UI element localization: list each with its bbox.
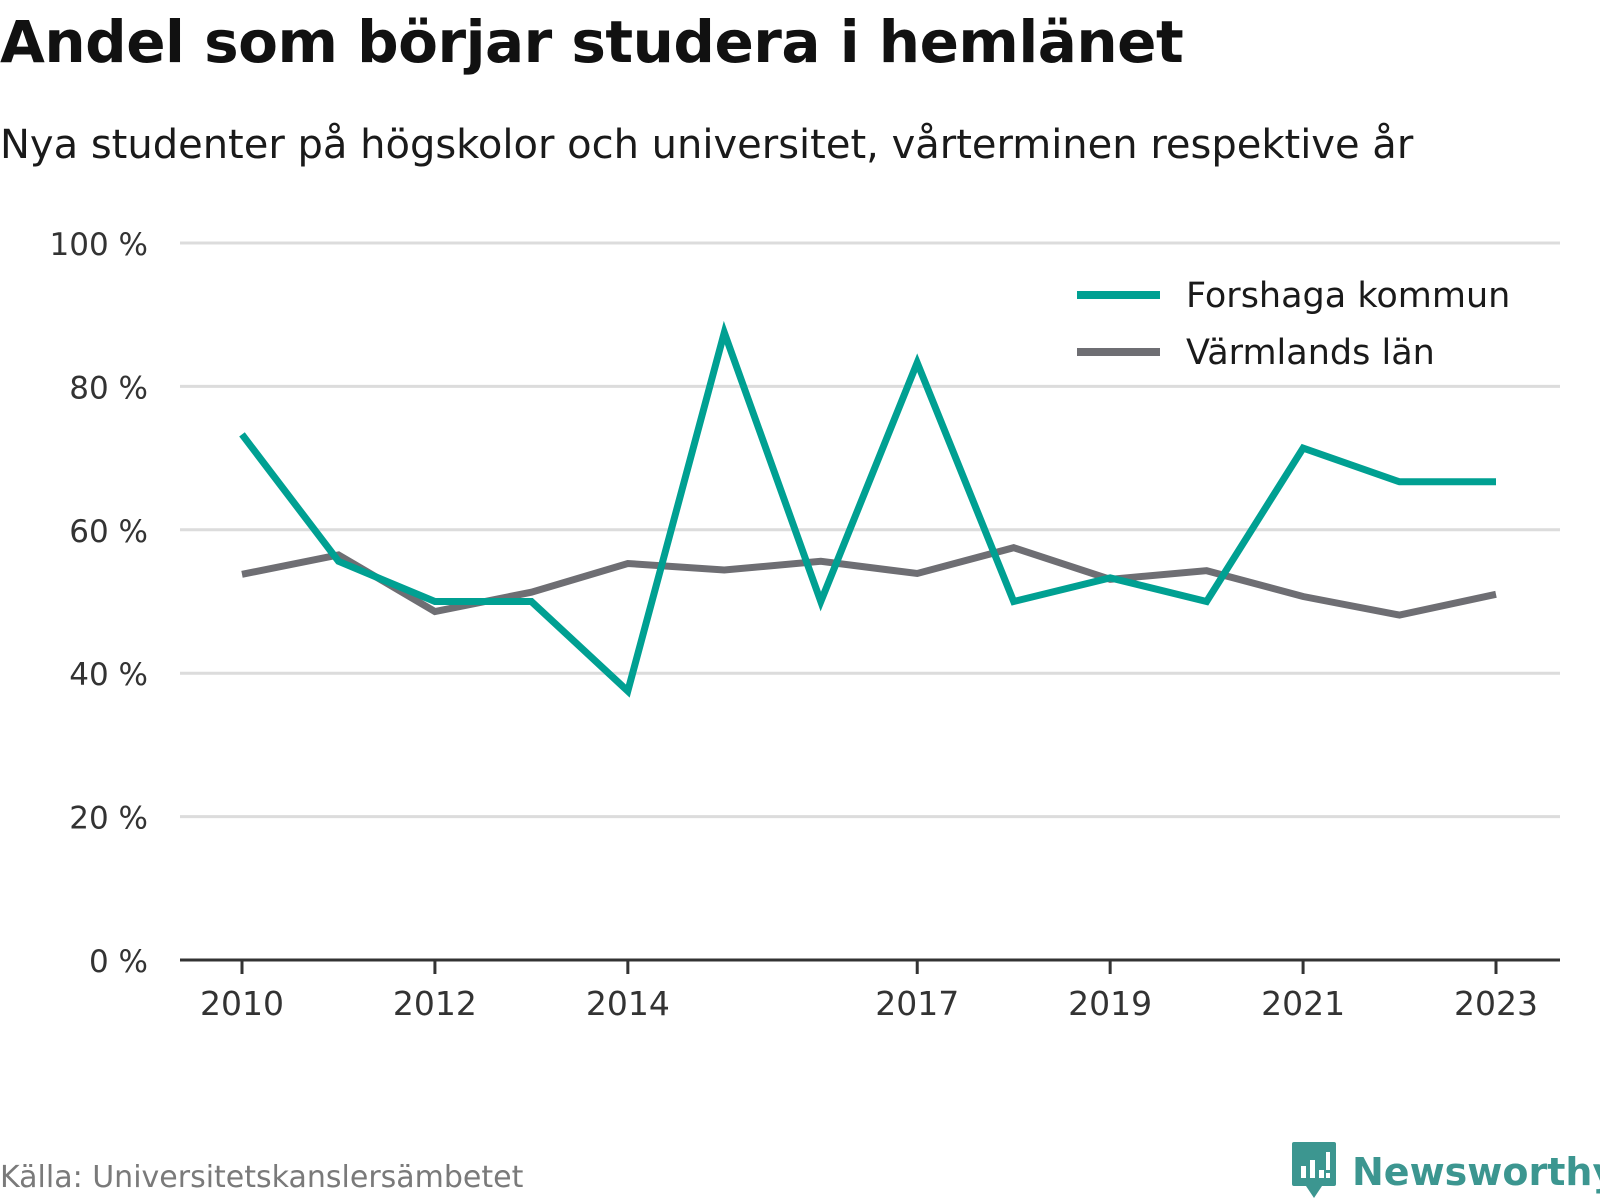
y-axis-ticks: 0 % 20 % 40 % 60 % 80 % 100 %	[50, 227, 148, 980]
chart-subtitle: Nya studenter på högskolor och universit…	[0, 122, 1414, 168]
y-tick-label: 80 %	[69, 370, 148, 406]
legend-label: Forshaga kommun	[1186, 276, 1510, 316]
series-line	[239, 320, 1496, 698]
y-tick-label: 100 %	[50, 227, 148, 263]
legend: Forshaga kommun Värmlands län	[1062, 262, 1532, 384]
brand-logo: Newsworthy	[1290, 1140, 1600, 1204]
y-tick-label: 60 %	[69, 514, 148, 550]
source-note: Källa: Universitetskanslersämbetet	[0, 1160, 524, 1195]
bar-chart-speech-bubble-icon	[1290, 1140, 1338, 1204]
x-tick-label: 2023	[1454, 984, 1538, 1023]
y-tick-label: 20 %	[69, 801, 148, 837]
y-tick-label: 0 %	[89, 944, 148, 980]
x-tick-label: 2014	[586, 984, 670, 1023]
legend-background	[1062, 262, 1532, 384]
x-tick-label: 2010	[200, 984, 284, 1023]
x-tick-label: 2012	[393, 984, 477, 1023]
x-tick-label: 2019	[1068, 984, 1152, 1023]
series-lines	[239, 320, 1497, 698]
legend-label: Värmlands län	[1186, 333, 1435, 373]
brand-name: Newsworthy	[1352, 1150, 1600, 1194]
x-axis: 2010 2012 2014 2017 2019 2021 2023	[180, 958, 1560, 1023]
x-tick-label: 2021	[1261, 984, 1345, 1023]
series-line	[241, 544, 1497, 619]
y-tick-label: 40 %	[69, 657, 148, 693]
x-tick-label: 2017	[875, 984, 959, 1023]
chart-title: Andel som börjar studera i hemlänet	[0, 8, 1184, 76]
gridlines	[180, 241, 1560, 819]
